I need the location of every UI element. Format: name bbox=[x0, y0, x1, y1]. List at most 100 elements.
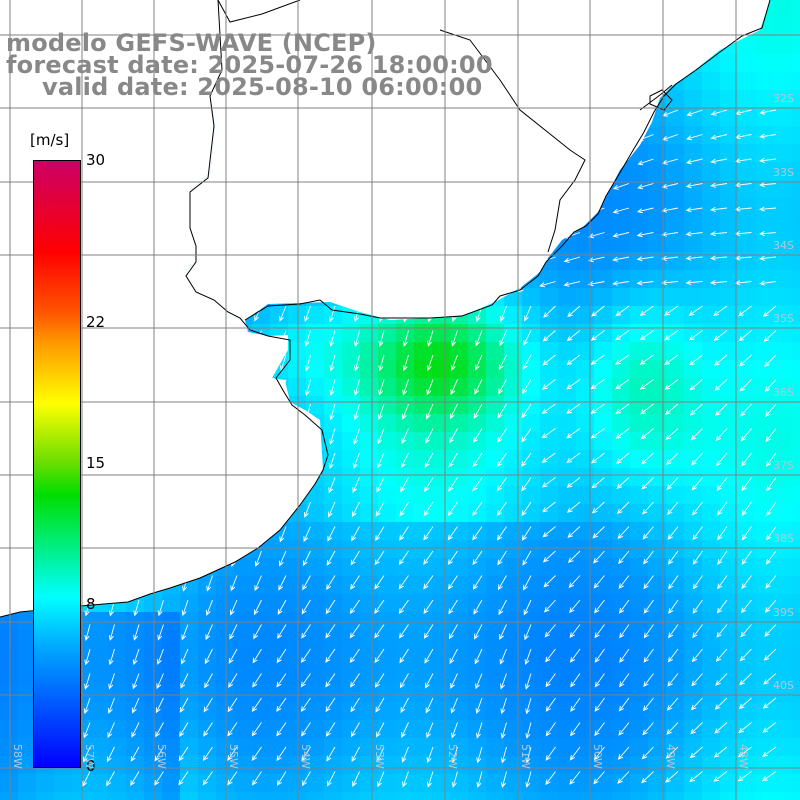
speed-cell bbox=[594, 450, 613, 469]
speed-cell bbox=[594, 540, 613, 559]
speed-cell bbox=[666, 360, 685, 379]
speed-cell bbox=[738, 702, 757, 721]
speed-cell bbox=[720, 342, 739, 361]
speed-cell bbox=[576, 468, 595, 487]
speed-cell bbox=[720, 450, 739, 469]
speed-cell bbox=[540, 414, 559, 433]
wind-arrow bbox=[277, 624, 287, 640]
speed-cell bbox=[216, 666, 235, 685]
speed-cell bbox=[792, 594, 800, 613]
wind-arrow bbox=[643, 575, 654, 590]
speed-cell bbox=[396, 774, 415, 793]
speed-cell bbox=[720, 792, 739, 800]
speed-cell bbox=[18, 738, 37, 757]
speed-cell bbox=[486, 396, 505, 415]
wind-arrow bbox=[472, 477, 483, 492]
wind-arrow bbox=[254, 550, 262, 567]
speed-cell bbox=[468, 540, 487, 559]
speed-cell bbox=[522, 540, 541, 559]
wind-arrow bbox=[521, 452, 532, 467]
wind-arrow bbox=[301, 771, 311, 787]
speed-cell bbox=[756, 666, 775, 685]
wind-arrow bbox=[497, 526, 507, 541]
speed-cell bbox=[450, 612, 469, 631]
speed-cell bbox=[522, 648, 541, 667]
speed-cell bbox=[144, 792, 163, 800]
speed-cell bbox=[468, 468, 487, 487]
wind-arrow bbox=[525, 771, 532, 788]
speed-cell bbox=[630, 180, 649, 199]
speed-cell bbox=[774, 756, 793, 775]
wind-arrow bbox=[227, 746, 238, 761]
speed-cell bbox=[144, 648, 163, 667]
speed-cell bbox=[720, 576, 739, 595]
wind-arrow bbox=[253, 624, 262, 640]
speed-cell bbox=[738, 306, 757, 325]
speed-cell bbox=[774, 126, 793, 145]
speed-cell bbox=[378, 468, 397, 487]
speed-cell bbox=[54, 792, 73, 800]
wind-arrow bbox=[710, 109, 728, 116]
speed-cell bbox=[702, 666, 721, 685]
model-title: modelo GEFS-WAVE (NCEP) bbox=[6, 29, 377, 57]
latitude-label: 36S bbox=[773, 386, 794, 399]
speed-cell bbox=[576, 432, 595, 451]
speed-cell bbox=[756, 522, 775, 541]
speed-cell bbox=[702, 756, 721, 775]
speed-cell bbox=[360, 738, 379, 757]
speed-cell bbox=[540, 594, 559, 613]
wind-arrow bbox=[474, 624, 483, 640]
speed-cell bbox=[522, 666, 541, 685]
wind-arrow bbox=[329, 305, 336, 323]
wind-arrow bbox=[525, 697, 532, 715]
wind-arrow bbox=[326, 746, 336, 762]
wind-arrow bbox=[590, 403, 605, 414]
speed-cell bbox=[648, 738, 667, 757]
wind-arrow bbox=[377, 428, 385, 445]
speed-cell bbox=[648, 198, 667, 217]
speed-cell bbox=[756, 792, 775, 800]
speed-cell bbox=[360, 450, 379, 469]
speed-cell bbox=[324, 702, 343, 721]
speed-cell bbox=[558, 432, 577, 451]
wind-arrow bbox=[716, 624, 728, 638]
wind-arrow bbox=[181, 624, 189, 641]
speed-cell bbox=[612, 558, 631, 577]
wind-arrow bbox=[400, 697, 409, 714]
speed-cell bbox=[738, 144, 757, 163]
speed-cell bbox=[702, 738, 721, 757]
speed-cell bbox=[288, 702, 307, 721]
speed-cell bbox=[414, 666, 433, 685]
speed-cell bbox=[720, 126, 739, 145]
speed-cell bbox=[666, 504, 685, 523]
speed-cell bbox=[720, 180, 739, 199]
wind-arrow bbox=[639, 330, 654, 341]
speed-cell bbox=[612, 288, 631, 307]
wind-arrow bbox=[451, 722, 458, 739]
speed-cell bbox=[738, 396, 757, 415]
wind-arrow bbox=[277, 599, 287, 615]
wind-arrow bbox=[643, 648, 654, 663]
speed-cell bbox=[360, 486, 379, 505]
speed-cell bbox=[324, 414, 343, 433]
speed-cell bbox=[684, 558, 703, 577]
speed-cell bbox=[594, 558, 613, 577]
wind-arrow bbox=[328, 452, 336, 470]
speed-cell bbox=[288, 648, 307, 667]
wind-arrow bbox=[325, 673, 336, 688]
speed-cell bbox=[630, 648, 649, 667]
speed-cell bbox=[396, 468, 415, 487]
speed-cell bbox=[720, 360, 739, 379]
speed-cell bbox=[684, 288, 703, 307]
speed-cell bbox=[774, 216, 793, 235]
speed-cell bbox=[540, 378, 559, 397]
speed-cell bbox=[720, 684, 739, 703]
speed-cell bbox=[396, 684, 415, 703]
speed-cell bbox=[378, 756, 397, 775]
speed-cell bbox=[756, 684, 775, 703]
speed-cell bbox=[18, 666, 37, 685]
speed-cell bbox=[504, 432, 523, 451]
speed-cell bbox=[468, 756, 487, 775]
wind-arrow bbox=[424, 477, 434, 493]
speed-cell bbox=[648, 486, 667, 505]
